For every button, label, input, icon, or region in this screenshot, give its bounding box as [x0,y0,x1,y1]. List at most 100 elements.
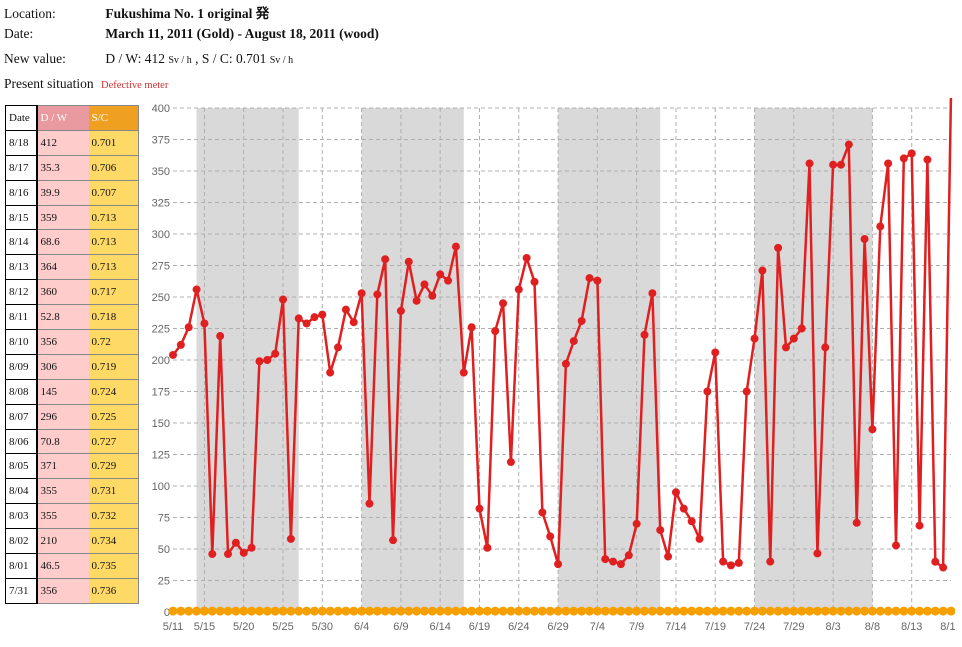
sc-point [357,606,367,616]
table-row: 8/11 52.8 0.718 [5,304,139,331]
sc-point [419,606,429,616]
sc-point [239,606,249,616]
series-layer [168,98,955,616]
x-tick-label: 8/8 [865,621,880,633]
dw-point [923,155,932,164]
dw-point [915,521,924,530]
sc-point [294,606,304,616]
dw-point [797,324,806,333]
table-row: 8/18 412 0.701 [5,129,139,156]
cell-sc: 0.707 [88,179,139,206]
sc-point [773,606,783,616]
cell-date: 8/02 [5,528,38,555]
sc-point [270,606,280,616]
dw-point [742,387,751,396]
sc-point [364,606,374,616]
x-tick-label: 6/9 [393,621,408,633]
table-row: 8/01 46.5 0.735 [5,553,139,579]
dw-point [224,550,233,559]
dw-point [719,557,728,566]
dw-point [829,160,838,169]
y-tick-label: 175 [152,387,170,399]
sc-point [922,606,932,616]
cell-sc: 0.732 [88,503,139,530]
dw-point [577,316,586,325]
sc-point [349,606,359,616]
y-tick-label: 225 [152,324,170,336]
header-dw: D / W [36,105,89,131]
sc-point [860,606,870,616]
sc-point [702,606,712,616]
y-tick-label: 250 [152,292,170,304]
cell-dw: 412 [36,129,89,156]
header-sc: S/C [88,105,139,131]
sc-point [482,606,492,616]
present-situation-value: Defective meter [101,80,169,91]
sc-point [577,606,587,616]
cell-sc: 0.717 [88,279,139,306]
sc-point [168,606,178,616]
dw-point [813,549,822,558]
table-row: 8/10 356 0.72 [5,329,139,355]
dw-point [711,348,720,357]
sc-point [372,606,382,616]
cell-sc: 0.725 [88,403,139,430]
x-tick-label: 6/29 [547,621,568,633]
dw-point [302,319,311,328]
sc-point [192,606,202,616]
sc-point [380,606,390,616]
new-value-unit-dw: Sv / h [168,55,192,66]
sc-point [545,606,555,616]
dw-point [459,368,468,377]
y-tick-label: 400 [152,103,170,115]
dw-point [679,504,688,513]
y-tick-label: 150 [152,418,170,430]
cell-dw: 355 [36,478,89,505]
sc-point [750,606,760,616]
y-tick-label: 25 [158,576,170,588]
sc-point [608,606,618,616]
cell-sc: 0.735 [88,553,139,579]
dw-point [373,290,382,299]
sc-point [302,606,312,616]
sc-point [828,606,838,616]
sc-point [262,606,272,616]
sc-point [529,606,539,616]
y-tick-label: 50 [158,544,170,556]
dw-point [247,543,256,552]
dw-point [750,334,759,343]
sc-point [388,606,398,616]
cell-sc: 0.734 [88,528,139,555]
sc-point [585,606,595,616]
dw-point [703,387,712,396]
sc-point [404,606,414,616]
cell-date: 8/11 [5,304,38,331]
dw-point [404,257,413,266]
sc-point [742,606,752,616]
dw-point [499,299,508,308]
cell-dw: 355 [36,503,89,530]
sc-point [498,606,508,616]
sc-point [286,606,296,616]
sc-point [640,606,650,616]
cell-dw: 364 [36,254,89,281]
dw-point [546,532,555,541]
y-tick-label: 350 [152,166,170,178]
y-tick-label: 125 [152,450,170,462]
dw-point [184,323,193,332]
sc-point [899,606,909,616]
dw-point [695,534,704,543]
date-label: Date: [4,26,34,41]
dw-point [279,295,288,304]
sc-point [616,606,626,616]
x-tick-label: 6/14 [429,621,450,633]
dw-point [585,274,594,283]
readings-table: Date D / W S/C 8/18 412 0.701 8/17 35.3 0.706… [5,105,139,604]
dw-point [389,536,398,545]
cell-dw: 359 [36,204,89,231]
dw-point [632,519,641,528]
sc-point [765,606,775,616]
dw-sc-line-chart: 0 25 50 75 100 125 150 175 200 225 250 275 300 325 350… [152,98,955,633]
sc-point [757,606,767,616]
sc-point [569,606,579,616]
